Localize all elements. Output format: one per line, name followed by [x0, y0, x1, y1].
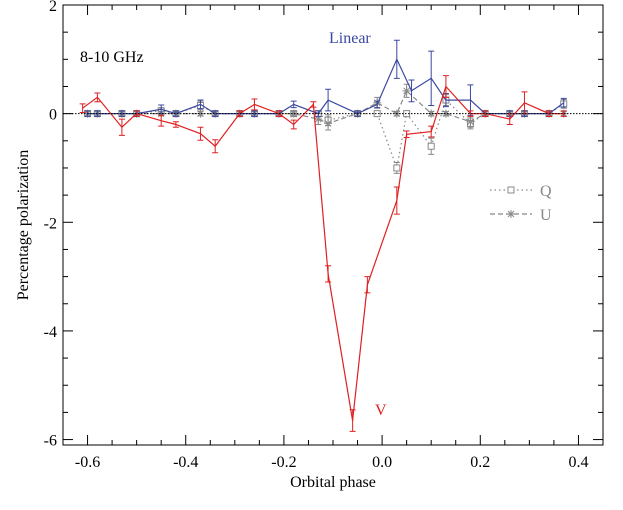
- x-tick-label: 0.0: [372, 454, 392, 471]
- error-bar-v: [172, 121, 179, 128]
- error-bar-v: [428, 125, 435, 138]
- error-bar-v: [158, 114, 165, 127]
- error-bar-v: [79, 103, 86, 114]
- series-q: [84, 94, 568, 174]
- error-bar-v: [197, 126, 204, 141]
- plot-frame: [62, 4, 604, 446]
- error-bar-linear: [560, 97, 567, 108]
- error-bar-v: [349, 409, 356, 432]
- x-axis-title: Orbital phase: [290, 474, 376, 491]
- x-tick-label: -0.2: [271, 454, 296, 471]
- series-line-v: [82, 85, 564, 421]
- y-tick-label: 2: [49, 0, 57, 15]
- error-bar-v: [236, 110, 243, 117]
- legend: Linear V QU: [329, 30, 552, 419]
- error-bar-v: [325, 265, 332, 283]
- legend-label-q: Q: [540, 183, 552, 200]
- error-bar-v: [212, 139, 219, 154]
- marker-asterisk: [466, 117, 475, 126]
- error-bar-linear: [428, 50, 435, 106]
- error-bar-v: [403, 130, 410, 139]
- y-tick-label: -2: [44, 215, 57, 232]
- marker-square: [373, 110, 381, 118]
- axis-labels: -0.6 -0.4 -0.2 0.0 0.2 0.4 -6 -4 -2 0 2: [44, 0, 589, 471]
- error-bar-linear: [408, 79, 415, 103]
- x-tick-label: -0.6: [75, 454, 100, 471]
- series-annotation-v: V: [375, 402, 387, 419]
- axis-ticks: [62, 4, 604, 445]
- error-bar-v: [290, 119, 297, 130]
- error-bar-linear: [212, 110, 219, 117]
- marker-asterisk: [441, 109, 450, 118]
- error-bar-v: [560, 110, 567, 117]
- series-line-linear: [87, 57, 565, 115]
- series-linear: [84, 39, 567, 117]
- series-v: [79, 75, 567, 432]
- error-bar-linear: [393, 39, 400, 79]
- error-bar-v: [251, 98, 258, 111]
- marker-square: [427, 142, 435, 150]
- series-u: [83, 83, 568, 131]
- error-bar-linear: [251, 110, 258, 117]
- error-bar-linear: [172, 110, 179, 117]
- y-tick-label: -6: [44, 433, 57, 450]
- marker-asterisk: [507, 210, 515, 218]
- error-bar-linear: [374, 100, 381, 109]
- marker-asterisk: [402, 86, 411, 95]
- error-bar-linear: [290, 100, 297, 109]
- y-axis-title: Percentage polarization: [15, 150, 32, 301]
- marker-asterisk: [196, 109, 205, 118]
- y-tick-label: 0: [49, 107, 57, 124]
- error-bar-v: [133, 110, 140, 117]
- series-layer: [79, 39, 568, 432]
- error-bar-v: [393, 186, 400, 215]
- error-bar-v: [310, 101, 317, 108]
- error-bar-v: [467, 110, 474, 117]
- x-tick-label: 0.2: [470, 454, 490, 471]
- y-tick-label: -4: [44, 324, 57, 341]
- marker-square: [393, 164, 401, 172]
- marker-asterisk: [427, 109, 436, 118]
- marker-asterisk: [289, 109, 298, 118]
- error-bar-v: [94, 92, 101, 103]
- error-bar-linear: [325, 88, 332, 112]
- marker-square: [507, 186, 515, 194]
- marker-square: [403, 110, 411, 118]
- x-tick-label: 0.4: [568, 454, 588, 471]
- error-bar-v: [118, 118, 125, 136]
- legend-label-u: U: [540, 207, 552, 224]
- error-bar-linear: [197, 99, 204, 110]
- error-bar-v: [442, 75, 449, 98]
- error-bar-linear: [118, 110, 125, 117]
- error-bar-v: [482, 110, 489, 117]
- marker-asterisk: [324, 119, 333, 128]
- band-label: 8-10 GHz: [80, 49, 144, 66]
- error-bar-v: [364, 276, 371, 294]
- x-tick-label: -0.4: [173, 454, 198, 471]
- marker-asterisk: [314, 115, 323, 124]
- series-annotation-linear: Linear: [329, 30, 371, 47]
